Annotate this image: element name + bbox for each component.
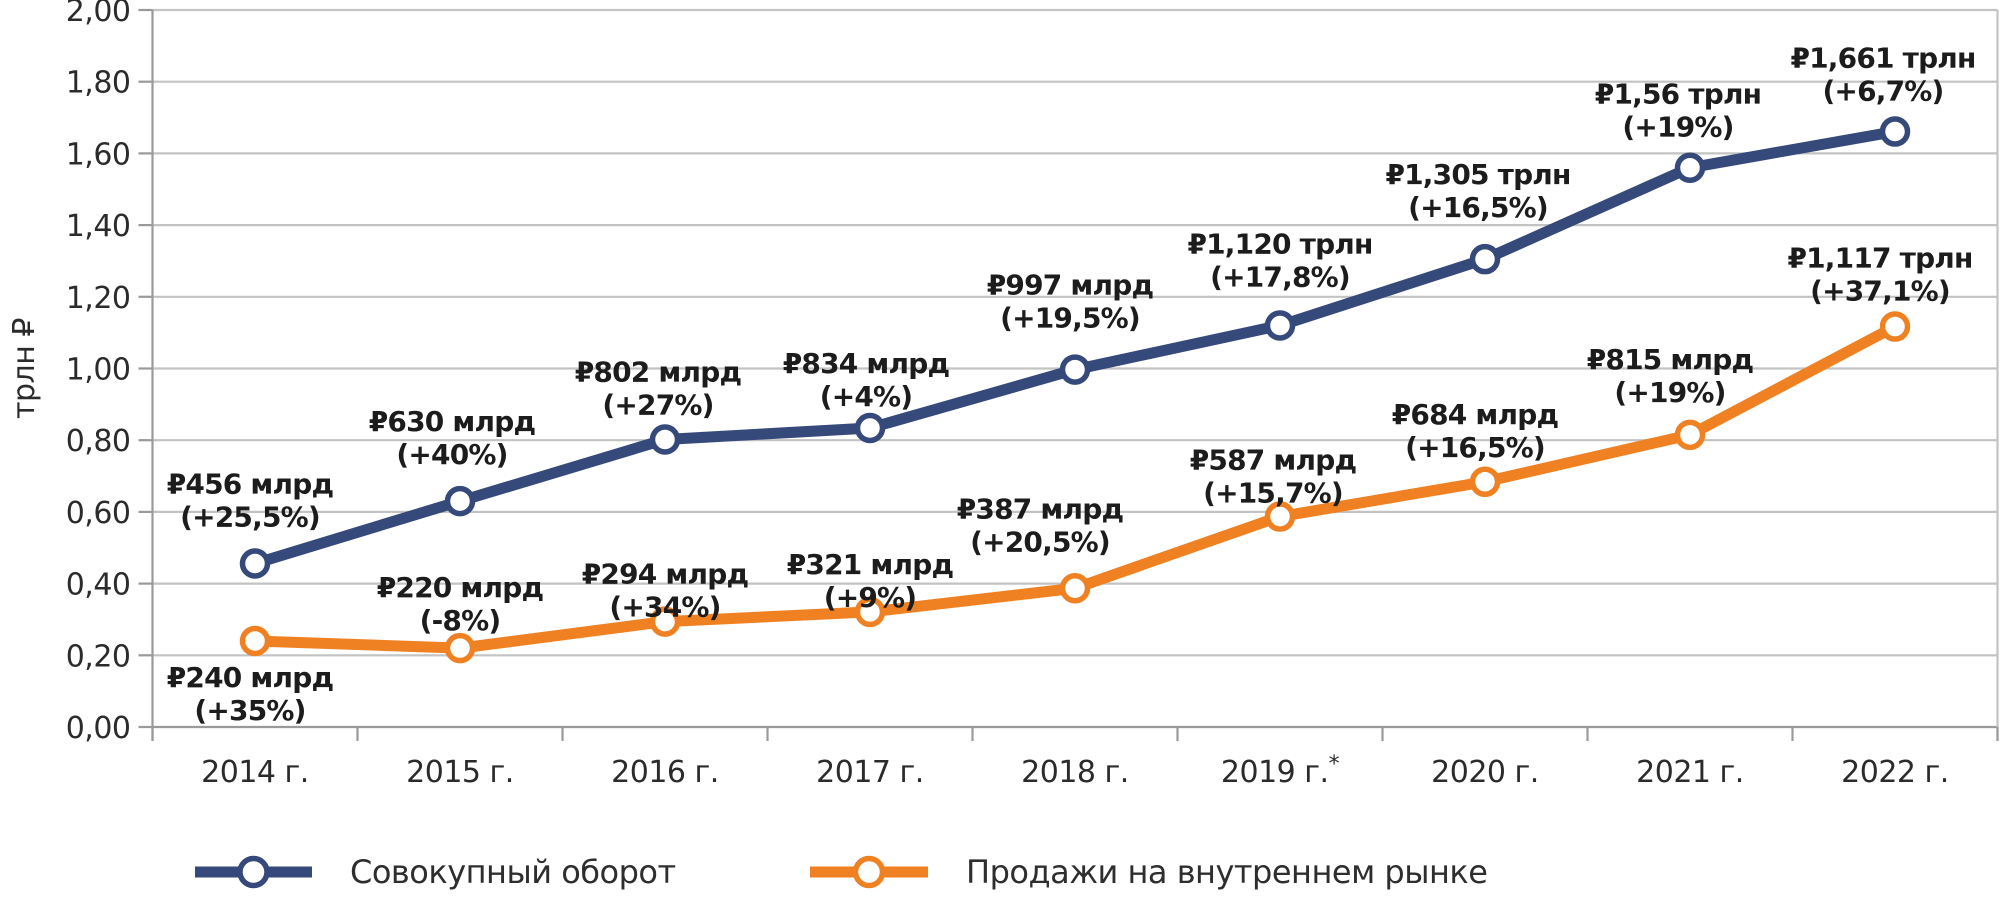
data-point-marker <box>239 625 271 657</box>
x-tick-label: 2015 г. <box>406 755 514 790</box>
data-point-label-value: ₽1,117 трлн <box>1787 242 1972 275</box>
data-point-label-value: ₽834 млрд <box>783 347 950 380</box>
data-point-label-growth: (+20,5%) <box>970 525 1110 558</box>
data-point-marker <box>649 606 681 637</box>
data-point-label-value: ₽294 млрд <box>582 558 749 591</box>
legend-marker-sample <box>852 855 886 889</box>
data-point-marker <box>1469 243 1501 275</box>
y-tick-label: 2,00 <box>66 0 131 29</box>
y-tick-label: 0,40 <box>66 568 131 603</box>
data-point-label-growth: (+16,5%) <box>1408 191 1548 224</box>
data-point-marker <box>1059 573 1091 604</box>
data-point-label-growth: (+15,7%) <box>1203 477 1343 510</box>
data-point-label-growth: (+19%) <box>1614 376 1725 409</box>
y-tick-label: 0,20 <box>66 639 131 674</box>
data-point-label-value: ₽815 млрд <box>1587 343 1754 376</box>
data-point-marker <box>1059 354 1091 385</box>
data-point-label-growth: (+19%) <box>1622 111 1733 144</box>
data-point-label-growth: (+6,7%) <box>1822 75 1943 108</box>
data-point-label-growth: (+27%) <box>602 388 713 421</box>
data-point-label-value: ₽240 млрд <box>167 661 334 694</box>
data-point-marker <box>1264 501 1296 532</box>
y-tick-label: 0,80 <box>66 424 131 459</box>
data-point-label-value: ₽1,56 трлн <box>1595 78 1761 111</box>
legend-label: Продажи на внутреннем рынке <box>966 853 1487 891</box>
data-point-marker <box>239 548 271 579</box>
data-point-marker <box>1674 152 1706 183</box>
y-tick-label: 0,60 <box>66 496 131 531</box>
data-point-marker <box>854 412 886 444</box>
y-tick-label: 1,40 <box>66 209 131 244</box>
data-point-marker <box>649 424 681 455</box>
x-tick-label: 2017 г. <box>816 755 924 790</box>
data-point-label-growth: (+35%) <box>194 694 305 727</box>
data-point-label-value: ₽321 млрд <box>787 548 954 581</box>
data-point-label-value: ₽220 млрд <box>377 571 544 604</box>
data-point-label-value: ₽630 млрд <box>369 405 536 438</box>
data-point-label-growth: (+37,1%) <box>1810 275 1950 308</box>
legend-item: Совокупный оборот <box>195 853 676 891</box>
y-tick-label: 0,00 <box>66 711 131 746</box>
data-point-label-growth: (+16,5%) <box>1405 431 1545 464</box>
data-point-marker <box>1264 310 1296 341</box>
data-point-label-value: ₽997 млрд <box>987 269 1154 302</box>
data-point-label-growth: (+40%) <box>396 438 507 471</box>
data-point-marker <box>1674 419 1706 451</box>
data-point-marker <box>444 485 476 517</box>
data-point-label-value: ₽456 млрд <box>167 468 334 501</box>
x-tick-label: 2018 г. <box>1021 755 1129 790</box>
y-tick-label: 1,20 <box>66 281 131 316</box>
x-tick-label: 2016 г. <box>611 755 719 790</box>
data-point-label-growth: (+4%) <box>820 380 913 413</box>
y-axis-title: трлн ₽ <box>7 318 42 419</box>
y-tick-label: 1,00 <box>66 353 131 388</box>
legend-item: Продажи на внутреннем рынке <box>810 853 1488 891</box>
x-tick-label: 2014 г. <box>201 755 309 790</box>
data-point-label-value: ₽684 млрд <box>1392 398 1559 431</box>
data-point-label-value: ₽587 млрд <box>1190 444 1357 477</box>
legend-marker-sample <box>237 855 270 889</box>
data-point-label-value: ₽387 млрд <box>957 492 1124 525</box>
data-point-marker <box>1879 311 1911 342</box>
y-tick-label: 1,60 <box>66 137 131 172</box>
x-tick-label: 2021 г. <box>1636 755 1744 790</box>
data-point-label-growth: (+25,5%) <box>180 501 320 534</box>
data-point-label-growth: (-8%) <box>420 604 501 637</box>
data-point-marker <box>1469 466 1501 498</box>
y-tick-label: 1,80 <box>66 66 131 101</box>
legend-label: Совокупный оборот <box>350 853 676 891</box>
data-point-label-value: ₽1,661 трлн <box>1790 42 1975 75</box>
data-point-label-value: ₽802 млрд <box>575 355 742 388</box>
data-point-label-value: ₽1,305 трлн <box>1385 158 1570 191</box>
x-tick-label: 2020 г. <box>1431 755 1539 790</box>
data-point-marker <box>444 632 476 664</box>
data-point-label-growth: (+9%) <box>824 581 917 614</box>
data-point-label-growth: (+17,8%) <box>1210 260 1350 293</box>
x-tick-label: 2022 г. <box>1841 755 1949 790</box>
data-point-marker <box>854 596 886 628</box>
data-point-label-growth: (+34%) <box>609 591 720 624</box>
data-point-label-growth: (+19,5%) <box>1000 302 1140 335</box>
data-point-label-value: ₽1,120 трлн <box>1187 227 1372 260</box>
x-tick-label: 2019 г.* <box>1221 752 1340 790</box>
data-point-marker <box>1879 116 1911 147</box>
